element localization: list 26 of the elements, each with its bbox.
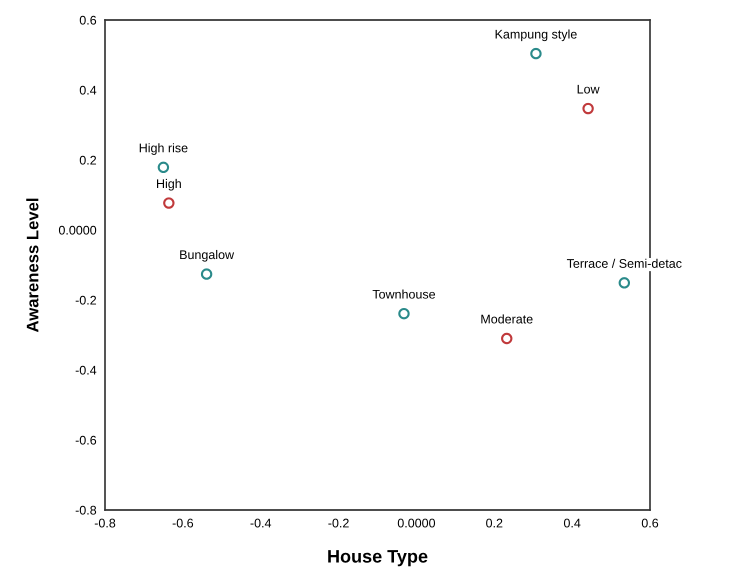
x-tick-label: -0.8 (94, 518, 116, 528)
x-tick-label: 0.6 (642, 518, 658, 528)
y-tick-label: -0.4 (76, 366, 96, 375)
y-axis-title: Awareness Level (26, 198, 38, 332)
y-tick-label: -0.8 (76, 506, 96, 515)
x-tick-label: 0.4 (564, 518, 580, 528)
x-tick-label: 0.0000 (398, 518, 436, 528)
annotation: Terrace / Semi-detac (566, 258, 682, 268)
x-axis-title: House Type (328, 550, 428, 566)
y-tick-label: 0.0000 (58, 226, 96, 235)
x-tick-label: -0.2 (328, 518, 349, 528)
annotation: High (157, 178, 181, 191)
annotation: High rise (140, 143, 188, 155)
y-tick-label: -0.6 (76, 436, 96, 445)
x-tick-label: -0.4 (250, 518, 272, 528)
y-tick-label: -0.2 (76, 296, 96, 305)
annotation: Kampung style (496, 29, 577, 42)
annotation: Townhouse (372, 290, 436, 299)
annotation: Low (578, 84, 600, 94)
x-tick-label: -0.6 (172, 518, 194, 528)
y-tick-label: 0.2 (80, 156, 96, 165)
y-tick-label: 0.6 (80, 16, 96, 25)
annotation: Bungalow (180, 250, 234, 262)
annotation: Moderate (481, 314, 533, 324)
y-tick-label: 0.4 (80, 86, 96, 95)
x-tick-label: 0.2 (486, 518, 502, 528)
